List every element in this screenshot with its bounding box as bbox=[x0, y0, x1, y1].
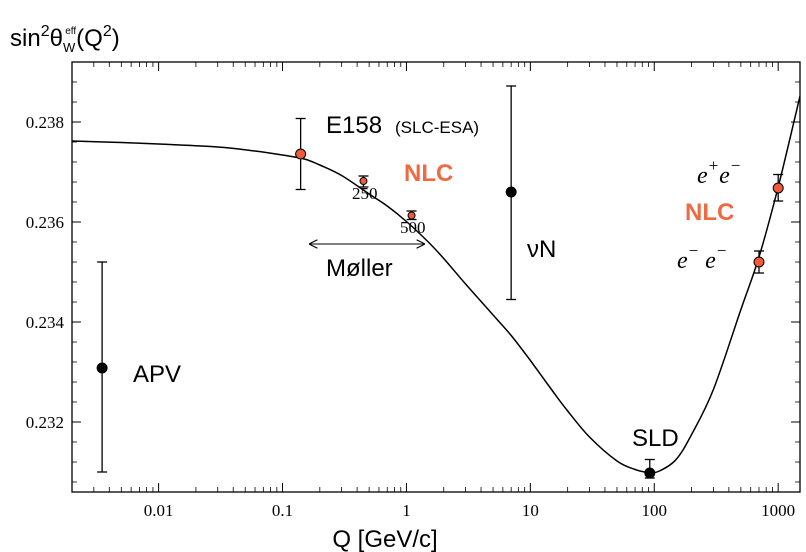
label-eplus-eminus: e+e− bbox=[697, 156, 741, 189]
x-axis-title: Q [GeV/c] bbox=[332, 526, 437, 552]
tick-labels: 0.01 0.1 1 10 100 1000 0.232 0.234 0.236 0.238 bbox=[26, 113, 795, 520]
label-nlc-left: NLC bbox=[404, 160, 453, 187]
point-e158 bbox=[295, 148, 307, 160]
point-apv bbox=[96, 362, 108, 374]
point-moller500 bbox=[407, 211, 416, 220]
label-nu-n: νN bbox=[527, 236, 556, 263]
x-tick-label-3: 10 bbox=[522, 501, 539, 520]
label-sld: SLD bbox=[632, 425, 679, 452]
x-tick-label-4: 100 bbox=[642, 501, 668, 520]
x-tick-label-1: 0.1 bbox=[272, 501, 293, 520]
plot-frame bbox=[71, 61, 801, 493]
y-tick-label-3: 0.238 bbox=[26, 113, 64, 132]
label-moller-250: 250 bbox=[352, 184, 378, 203]
y-axis-title: sin2θWeff(Q2) bbox=[10, 23, 120, 55]
label-e158: E158 bbox=[326, 112, 382, 139]
label-moller-500: 500 bbox=[400, 218, 426, 237]
point-moller250 bbox=[359, 177, 368, 185]
label-slc-esa: (SLC-ESA) bbox=[395, 118, 479, 137]
x-tick-label-2: 1 bbox=[402, 501, 411, 520]
y-tick-label-0: 0.232 bbox=[26, 413, 64, 432]
label-apv: APV bbox=[133, 361, 181, 388]
x-tick-label-5: 1000 bbox=[761, 501, 795, 520]
point-nuN bbox=[505, 186, 517, 198]
data-points bbox=[96, 85, 784, 479]
point-sld bbox=[644, 467, 656, 479]
y-tick-label-2: 0.236 bbox=[26, 213, 64, 232]
label-eminus-eminus: e− e− bbox=[677, 241, 727, 274]
x-tick-label-0: 0.01 bbox=[144, 501, 174, 520]
point-ee_plus bbox=[772, 182, 784, 194]
y-tick-label-1: 0.234 bbox=[26, 313, 65, 332]
label-nlc-right: NLC bbox=[685, 199, 734, 226]
standard-model-curve bbox=[72, 95, 800, 474]
label-moller: Møller bbox=[326, 255, 393, 282]
point-ee_minus bbox=[753, 256, 765, 268]
